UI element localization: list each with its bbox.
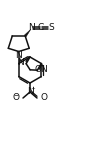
Text: N: N xyxy=(17,58,24,67)
Text: N: N xyxy=(27,87,33,96)
Text: N: N xyxy=(15,50,22,59)
Text: N: N xyxy=(29,23,35,32)
Text: S: S xyxy=(48,23,54,32)
Text: C: C xyxy=(38,23,44,32)
Text: O: O xyxy=(13,94,19,103)
Text: O: O xyxy=(35,65,42,74)
Text: +: + xyxy=(31,86,36,91)
Text: O: O xyxy=(41,94,47,103)
Text: −: − xyxy=(13,92,19,97)
Text: N: N xyxy=(40,65,47,74)
Polygon shape xyxy=(24,29,31,37)
